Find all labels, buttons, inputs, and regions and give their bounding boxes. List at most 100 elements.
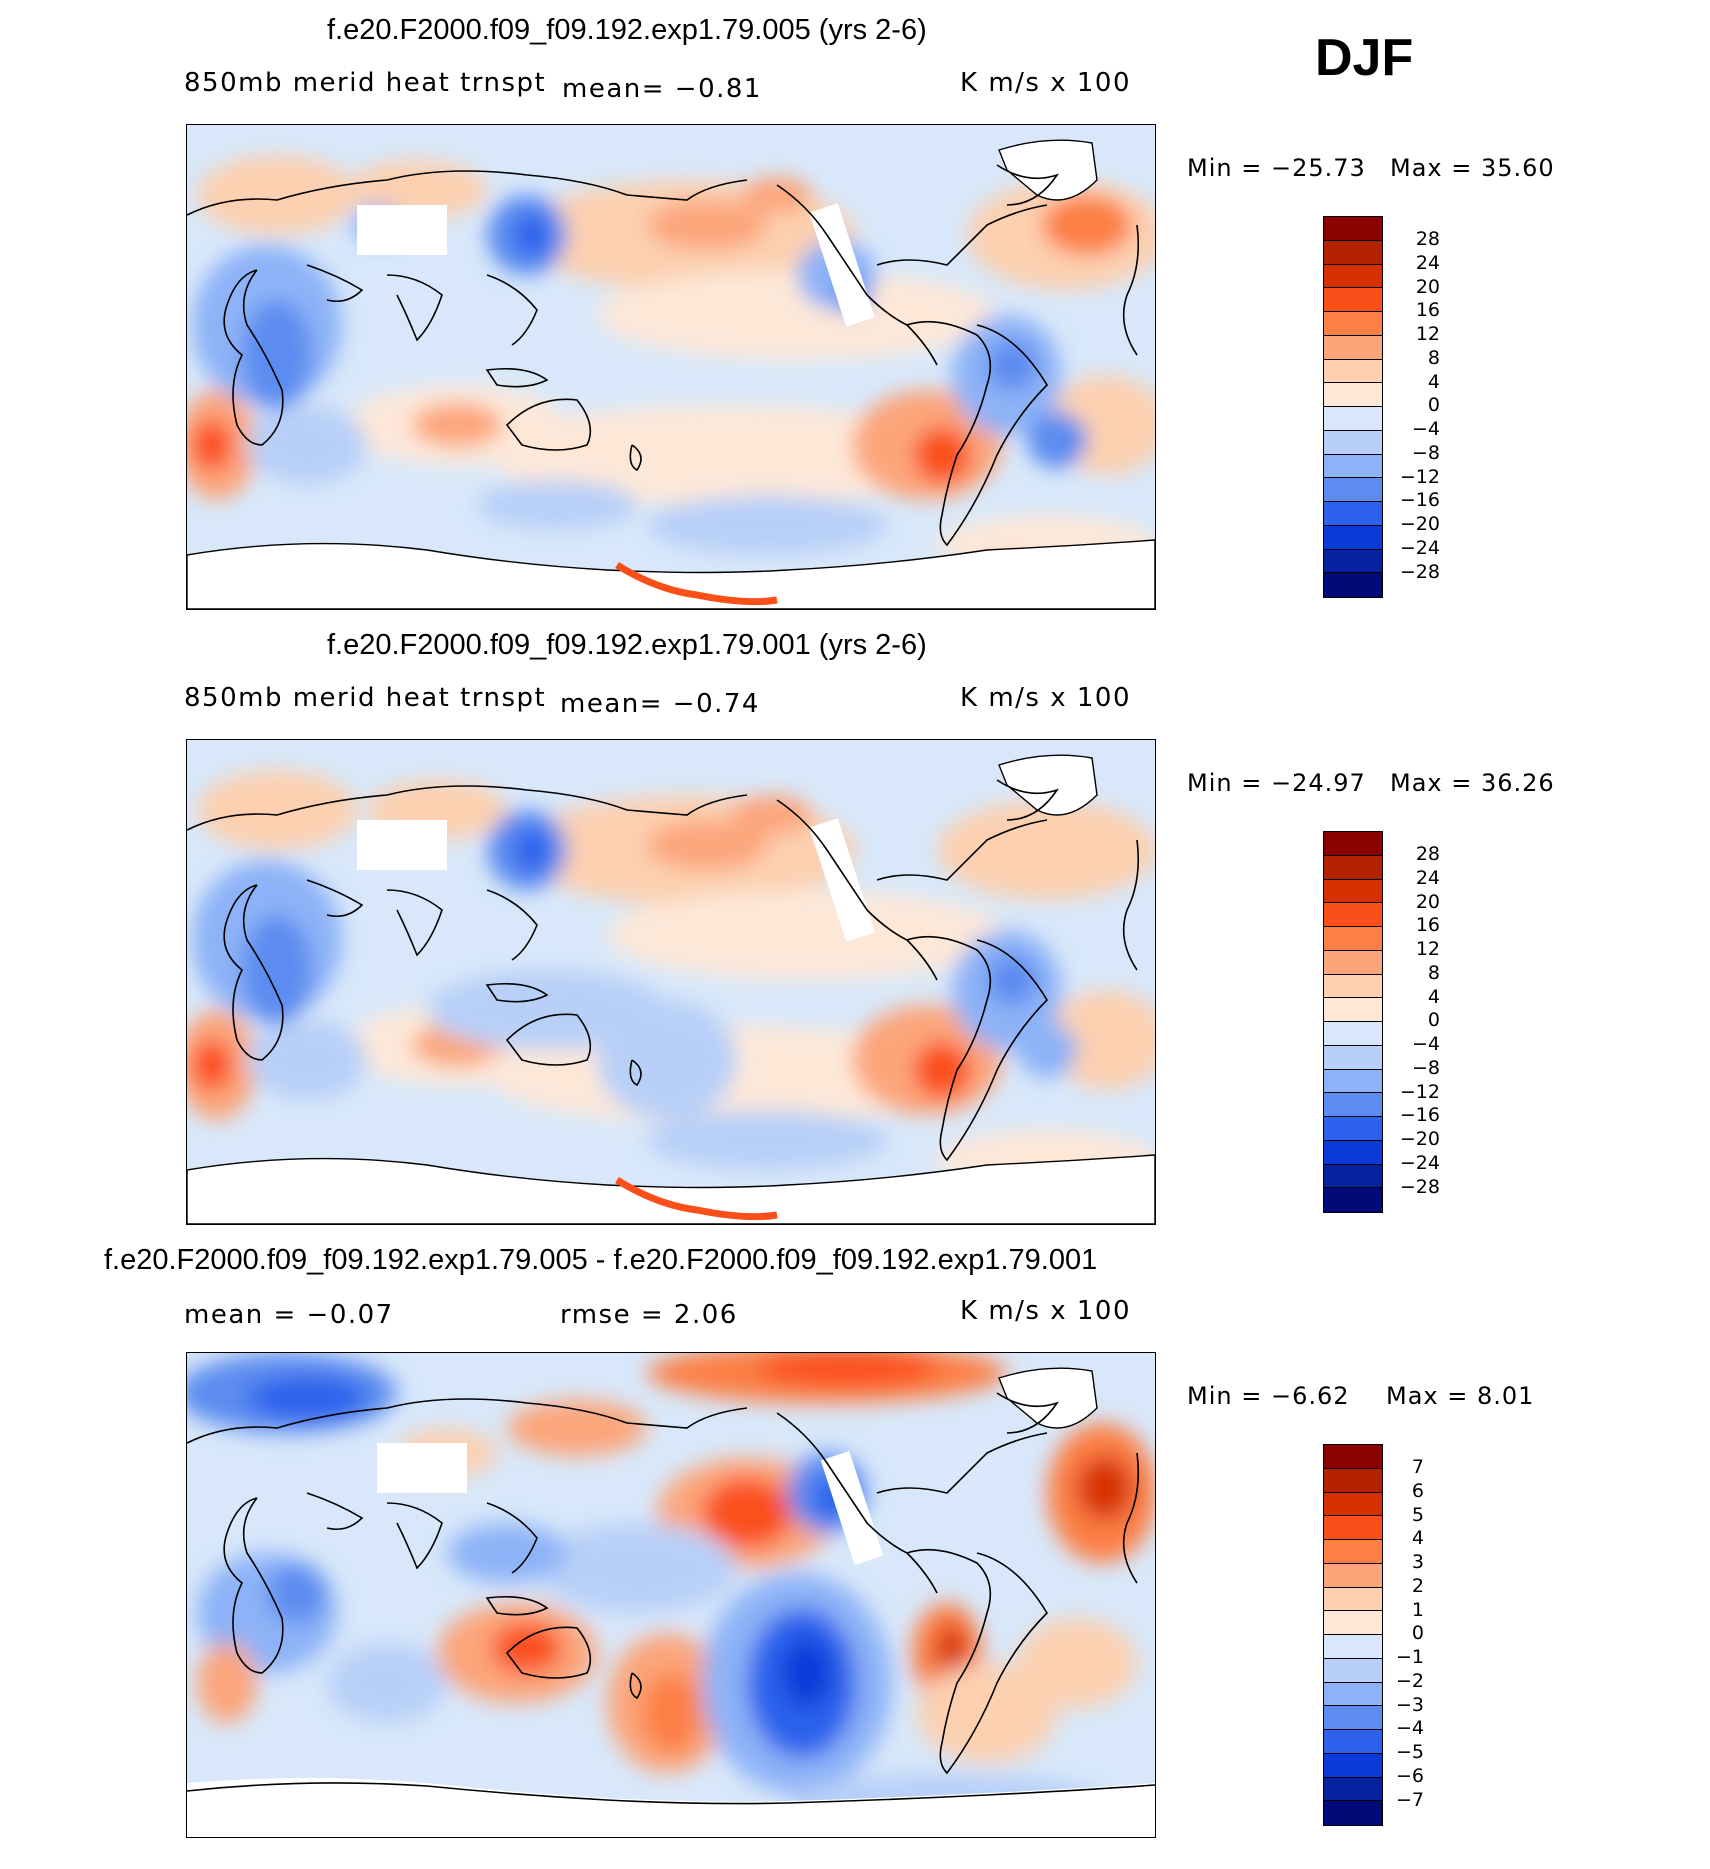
colorbar-tick-label: 8 bbox=[1427, 961, 1440, 984]
season-label: DJF bbox=[1315, 29, 1414, 87]
colorbar-tick-label: −16 bbox=[1399, 489, 1440, 512]
colorbar-tick-label: 24 bbox=[1415, 866, 1440, 889]
panel-1-colorbar-swatch bbox=[1324, 240, 1382, 265]
colorbar-tick-label: −20 bbox=[1399, 513, 1440, 535]
colorbar-tick-label: 1 bbox=[1411, 1598, 1424, 1621]
panel-3-colorbar-swatch bbox=[1324, 1730, 1382, 1754]
colorbar-tick-label: −8 bbox=[1411, 441, 1440, 464]
panel-1-colorbar-swatch bbox=[1324, 430, 1382, 455]
panel-1-variable: 850mb merid heat trnspt bbox=[184, 68, 547, 98]
colorbar-tick-label: −28 bbox=[1399, 1175, 1440, 1198]
colorbar-tick-label: 6 bbox=[1411, 1479, 1424, 1502]
panel-1-colorbar bbox=[1323, 216, 1383, 598]
panel-2-title: f.e20.F2000.f09_f09.192.exp1.79.001 (yrs… bbox=[327, 629, 927, 661]
panel-2-colorbar-swatch bbox=[1324, 879, 1382, 904]
panel-1-colorbar-swatch bbox=[1324, 288, 1382, 312]
panel-1-colorbar-swatch bbox=[1324, 573, 1382, 597]
panel-2-colorbar-swatch bbox=[1324, 903, 1382, 927]
panel-2-colorbar-swatch bbox=[1324, 927, 1382, 951]
panel-2-colorbar-swatch bbox=[1324, 998, 1382, 1022]
panel-3-colorbar-swatch bbox=[1324, 1468, 1382, 1493]
panel-1-colorbar-swatch bbox=[1324, 383, 1382, 407]
colorbar-tick-label: 20 bbox=[1415, 275, 1440, 298]
colorbar-tick-label: −28 bbox=[1399, 560, 1440, 583]
panel-2-colorbar-swatch bbox=[1324, 1117, 1382, 1141]
panel-3-title: f.e20.F2000.f09_f09.192.exp1.79.005 - f.… bbox=[104, 1244, 1098, 1276]
colorbar-tick-label: −7 bbox=[1395, 1788, 1424, 1811]
panel-1-colorbar-swatch bbox=[1324, 335, 1382, 360]
panel-1-colorbar-swatch bbox=[1324, 478, 1382, 502]
colorbar-tick-label: 4 bbox=[1427, 985, 1440, 1008]
panel-3-colorbar-swatch bbox=[1324, 1587, 1382, 1612]
panel-2-colorbar-swatch bbox=[1324, 950, 1382, 975]
panel-1-colorbar-swatch bbox=[1324, 359, 1382, 384]
panel-1-colorbar-swatch bbox=[1324, 264, 1382, 289]
colorbar-tick-label: −5 bbox=[1395, 1741, 1424, 1763]
panel-2-mean: mean= −0.74 bbox=[560, 689, 760, 719]
panel-2-variable: 850mb merid heat trnspt bbox=[184, 683, 547, 713]
colorbar-tick-label: −24 bbox=[1399, 1151, 1440, 1174]
colorbar-tick-label: 12 bbox=[1415, 938, 1440, 960]
panel-3-colorbar-swatch bbox=[1324, 1540, 1382, 1564]
colorbar-tick-label: 7 bbox=[1411, 1456, 1424, 1478]
panel-3-colorbar-swatch bbox=[1324, 1682, 1382, 1707]
panel-3-colorbar-labels: 7 6 5 4 3 2 1 0 −1 −2 −3 −4 −5 −6 −7 bbox=[1390, 1456, 1424, 1812]
panel-3-colorbar-swatch bbox=[1324, 1445, 1382, 1469]
colorbar-tick-label: 28 bbox=[1415, 228, 1440, 250]
panel-1-colorbar-swatch bbox=[1324, 502, 1382, 526]
panel-1-colorbar-swatch bbox=[1324, 407, 1382, 431]
panel-2-colorbar bbox=[1323, 831, 1383, 1213]
panel-1-min: Min = −25.73 bbox=[1187, 154, 1366, 182]
panel-3-colorbar-swatch bbox=[1324, 1492, 1382, 1517]
colorbar-tick-label: 5 bbox=[1411, 1503, 1424, 1526]
colorbar-tick-label: −1 bbox=[1395, 1646, 1424, 1668]
panel-3-colorbar-swatch bbox=[1324, 1635, 1382, 1659]
colorbar-tick-label: 0 bbox=[1411, 1622, 1424, 1645]
colorbar-tick-label: −6 bbox=[1395, 1764, 1424, 1787]
colorbar-tick-label: 0 bbox=[1427, 1009, 1440, 1032]
panel-2-colorbar-swatch bbox=[1324, 1164, 1382, 1189]
colorbar-tick-label: −12 bbox=[1399, 465, 1440, 488]
panel-2-colorbar-swatch bbox=[1324, 1022, 1382, 1046]
panel-1-colorbar-labels: 28 24 20 16 12 8 4 0 −4 −8 −12 −16 −20 −… bbox=[1390, 228, 1440, 584]
panel-3-colorbar-swatch bbox=[1324, 1516, 1382, 1540]
colorbar-tick-label: 24 bbox=[1415, 251, 1440, 274]
panel-3-min: Min = −6.62 bbox=[1187, 1382, 1350, 1410]
panel-1-map bbox=[186, 124, 1156, 610]
panel-3-max: Max = 8.01 bbox=[1386, 1382, 1535, 1410]
panel-3-units: K m/s x 100 bbox=[960, 1296, 1131, 1326]
panel-2-units: K m/s x 100 bbox=[960, 683, 1131, 713]
panel-2-colorbar-swatch bbox=[1324, 855, 1382, 880]
panel-1-colorbar-swatch bbox=[1324, 525, 1382, 550]
panel-1-mean: mean= −0.81 bbox=[562, 74, 762, 104]
panel-2-field bbox=[187, 740, 1155, 1224]
panel-2-colorbar-swatch bbox=[1324, 1188, 1382, 1212]
colorbar-tick-label: 16 bbox=[1415, 914, 1440, 937]
colorbar-tick-label: 3 bbox=[1411, 1551, 1424, 1573]
colorbar-tick-label: 20 bbox=[1415, 890, 1440, 913]
panel-3-colorbar bbox=[1323, 1444, 1383, 1826]
panel-1-field bbox=[187, 125, 1155, 609]
panel-2-map bbox=[186, 739, 1156, 1225]
colorbar-tick-label: −2 bbox=[1395, 1669, 1424, 1692]
panel-3-colorbar-swatch bbox=[1324, 1801, 1382, 1825]
panel-2-colorbar-swatch bbox=[1324, 1045, 1382, 1070]
colorbar-tick-label: −12 bbox=[1399, 1080, 1440, 1103]
panel-2-colorbar-swatch bbox=[1324, 832, 1382, 856]
panel-1-title: f.e20.F2000.f09_f09.192.exp1.79.005 (yrs… bbox=[327, 14, 927, 46]
colorbar-tick-label: 12 bbox=[1415, 323, 1440, 345]
panel-1-colorbar-swatch bbox=[1324, 312, 1382, 336]
panel-3-map bbox=[186, 1352, 1156, 1838]
colorbar-tick-label: −3 bbox=[1395, 1693, 1424, 1716]
colorbar-tick-label: −4 bbox=[1411, 418, 1440, 440]
panel-3-colorbar-swatch bbox=[1324, 1611, 1382, 1635]
colorbar-tick-label: −24 bbox=[1399, 536, 1440, 559]
panel-2-colorbar-swatch bbox=[1324, 974, 1382, 999]
panel-2-colorbar-swatch bbox=[1324, 1093, 1382, 1117]
panel-3-colorbar-swatch bbox=[1324, 1563, 1382, 1588]
panel-2-colorbar-swatch bbox=[1324, 1140, 1382, 1165]
panel-3-colorbar-swatch bbox=[1324, 1658, 1382, 1683]
panel-1-colorbar-swatch bbox=[1324, 217, 1382, 241]
colorbar-tick-label: 4 bbox=[1427, 370, 1440, 393]
colorbar-tick-label: −4 bbox=[1395, 1717, 1424, 1740]
